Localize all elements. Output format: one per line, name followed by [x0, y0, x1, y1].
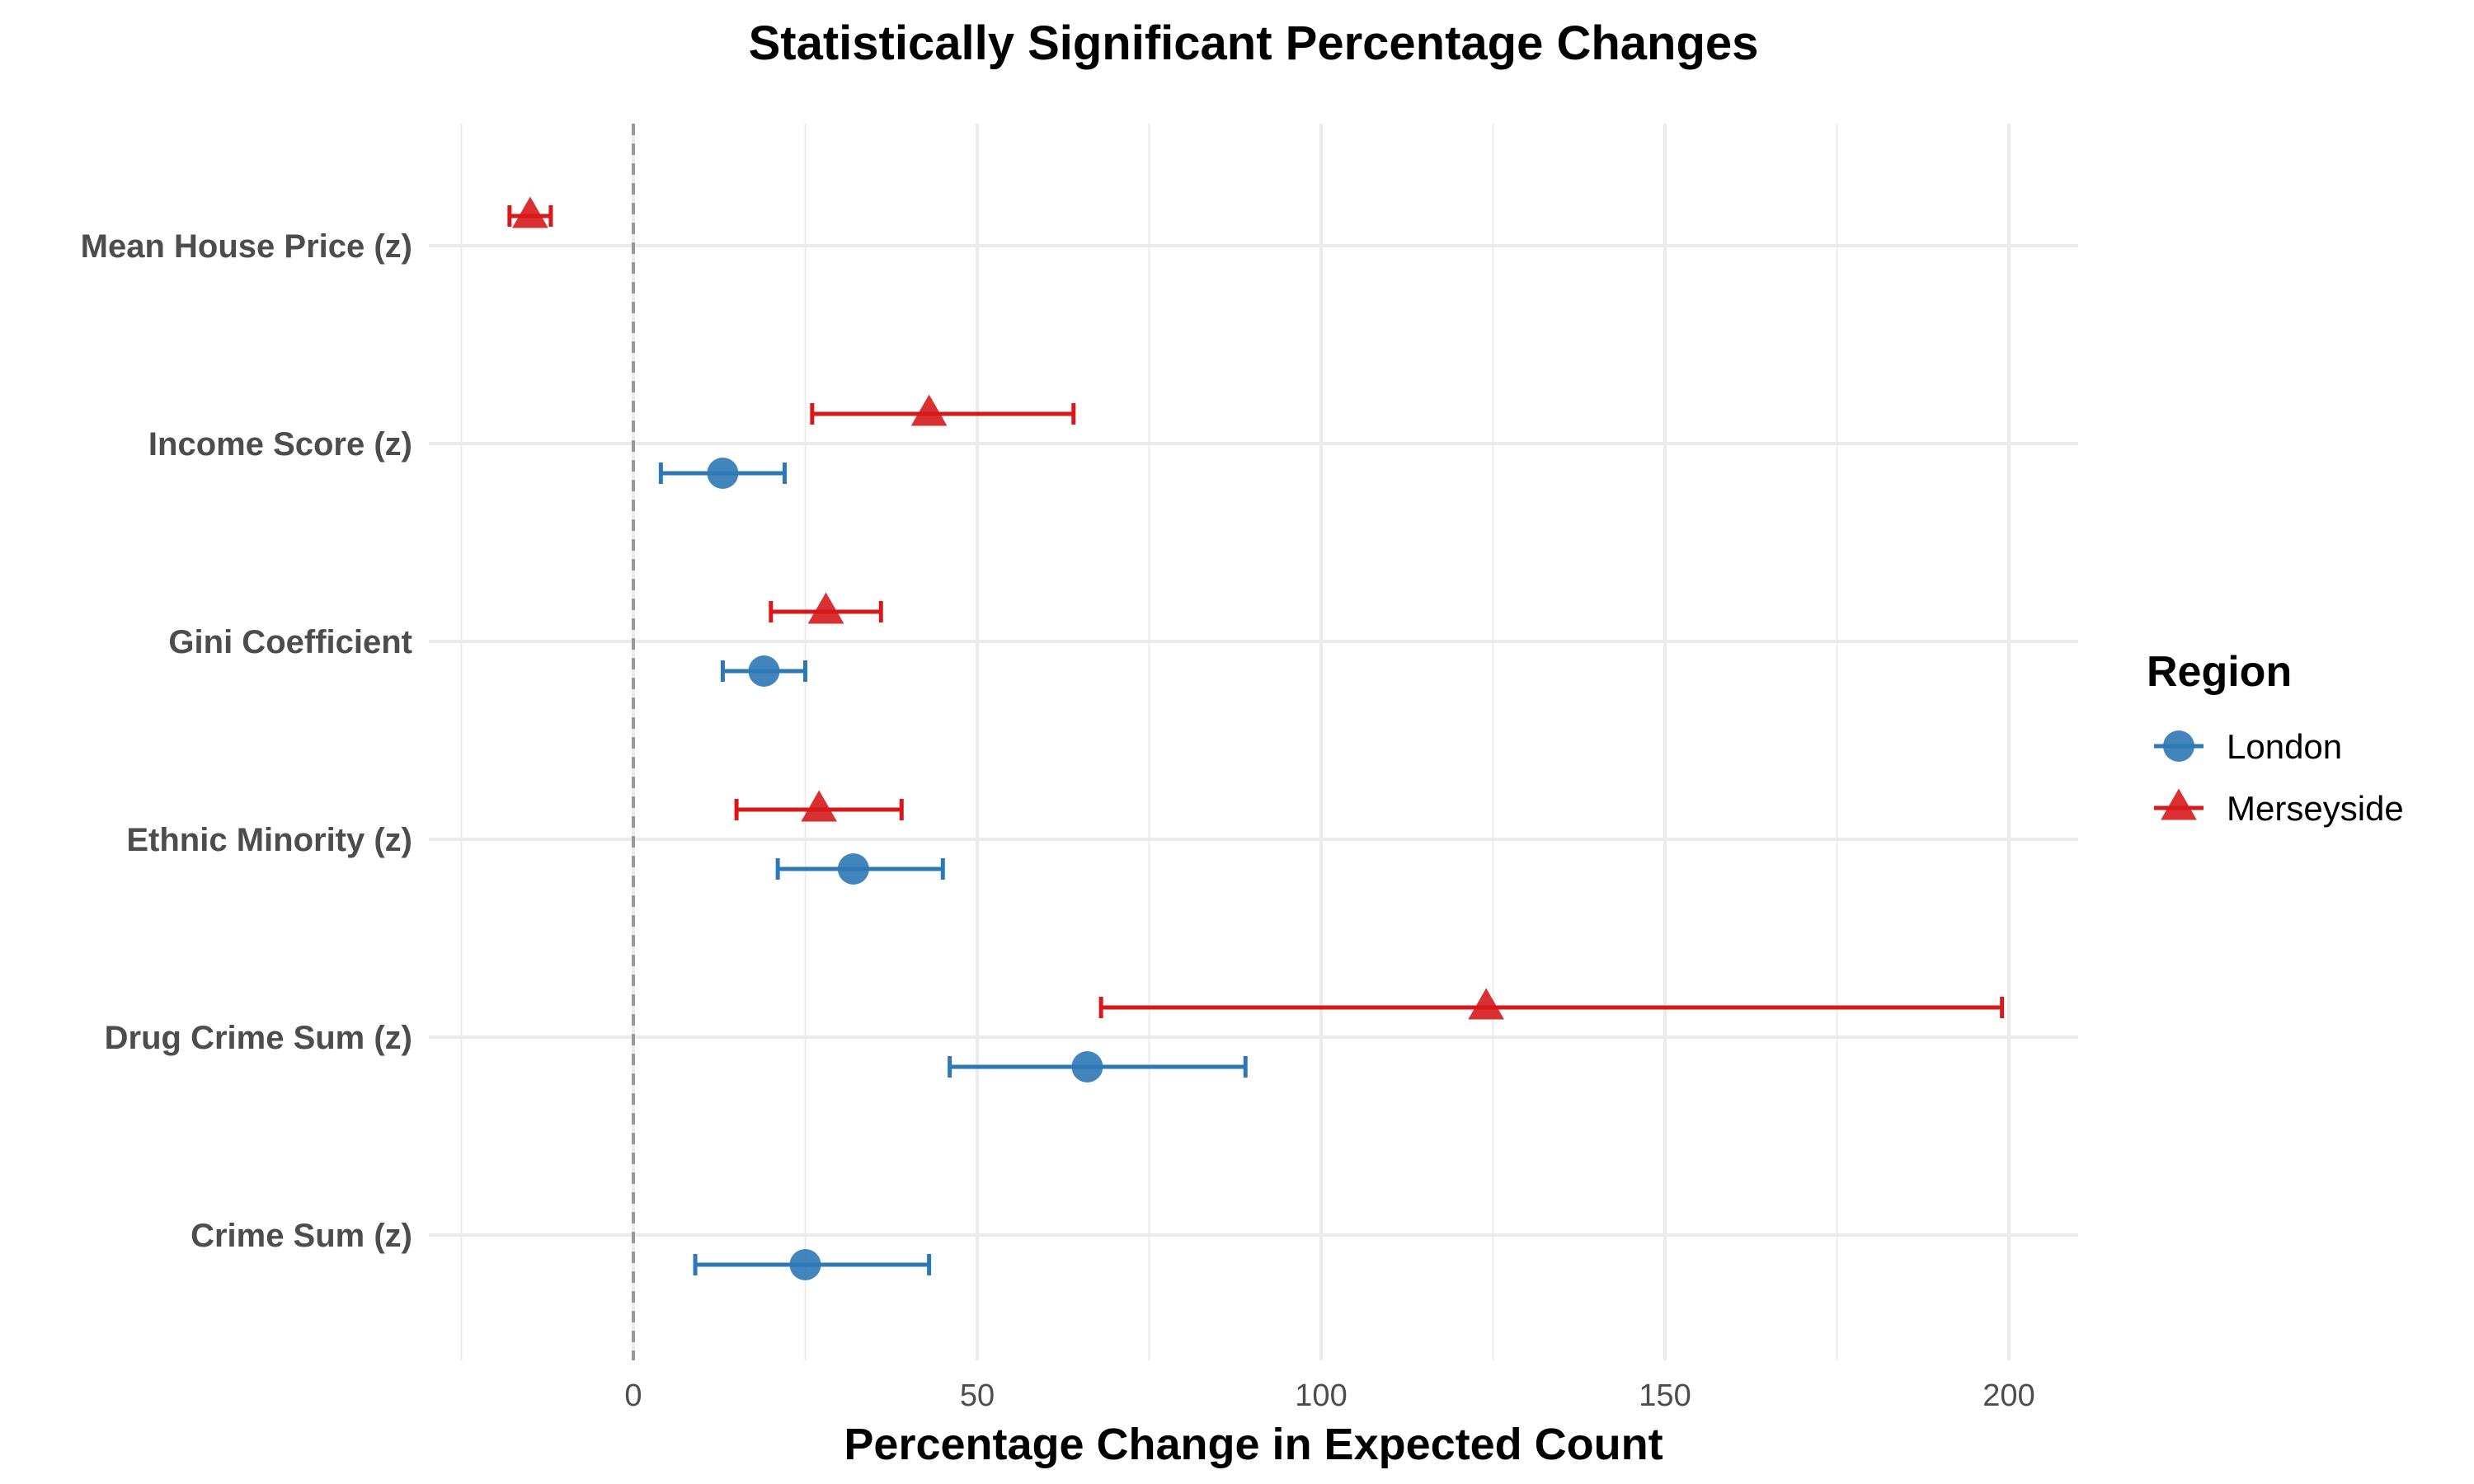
y-tick-label: Drug Crime Sum (z) [105, 1020, 412, 1056]
legend-label: Merseyside [2227, 789, 2404, 828]
point-marker [1468, 988, 1505, 1020]
data-point-merseyside [1098, 988, 2005, 1020]
y-tick-label: Mean House Price (z) [81, 228, 412, 265]
x-tick-label: 200 [1982, 1378, 2034, 1413]
point-marker [789, 1249, 821, 1280]
point-marker [512, 196, 548, 228]
data-point-merseyside [810, 394, 1076, 426]
point-marker [748, 655, 780, 687]
chart-title: Statistically Significant Percentage Cha… [749, 16, 1759, 70]
data-point-merseyside [734, 790, 904, 822]
data-point-london [693, 1249, 932, 1280]
data-point-london [658, 458, 787, 489]
legend: Region London Merseyside [2147, 648, 2404, 828]
data-point-london [720, 655, 807, 687]
legend-marker [2163, 730, 2194, 762]
point-marker [1071, 1051, 1103, 1082]
x-axis-label: Percentage Change in Expected Count [844, 1420, 1663, 1469]
y-tick-label: Income Score (z) [148, 426, 412, 463]
y-tick-label: Crime Sum (z) [190, 1218, 412, 1254]
y-tick-label: Gini Coefficient [168, 624, 412, 660]
legend-label: London [2227, 727, 2342, 766]
x-tick-labels: 0 50 100 150 200 [624, 1378, 2034, 1413]
data-point-merseyside [507, 196, 553, 228]
data-point-london [948, 1051, 1248, 1082]
point-marker [910, 394, 948, 426]
legend-entry-london: London [2154, 727, 2342, 766]
x-tick-label: 100 [1295, 1378, 1347, 1413]
grid [429, 124, 2078, 1360]
y-tick-labels: Mean House Price (z) Income Score (z) Gini… [81, 228, 412, 1254]
point-marker [707, 458, 739, 489]
data-point-london [775, 853, 945, 885]
data-marks [507, 196, 2005, 1280]
legend-title: Region [2147, 648, 2292, 696]
x-tick-label: 0 [624, 1378, 642, 1413]
legend-marker [2161, 788, 2197, 820]
point-marker [801, 790, 838, 822]
x-tick-label: 150 [1639, 1378, 1691, 1413]
x-tick-label: 50 [960, 1378, 995, 1413]
point-marker [807, 592, 844, 624]
data-point-merseyside [769, 592, 883, 624]
y-tick-label: Ethnic Minority (z) [126, 822, 412, 858]
legend-entry-merseyside: Merseyside [2154, 788, 2404, 828]
point-marker [837, 853, 869, 885]
